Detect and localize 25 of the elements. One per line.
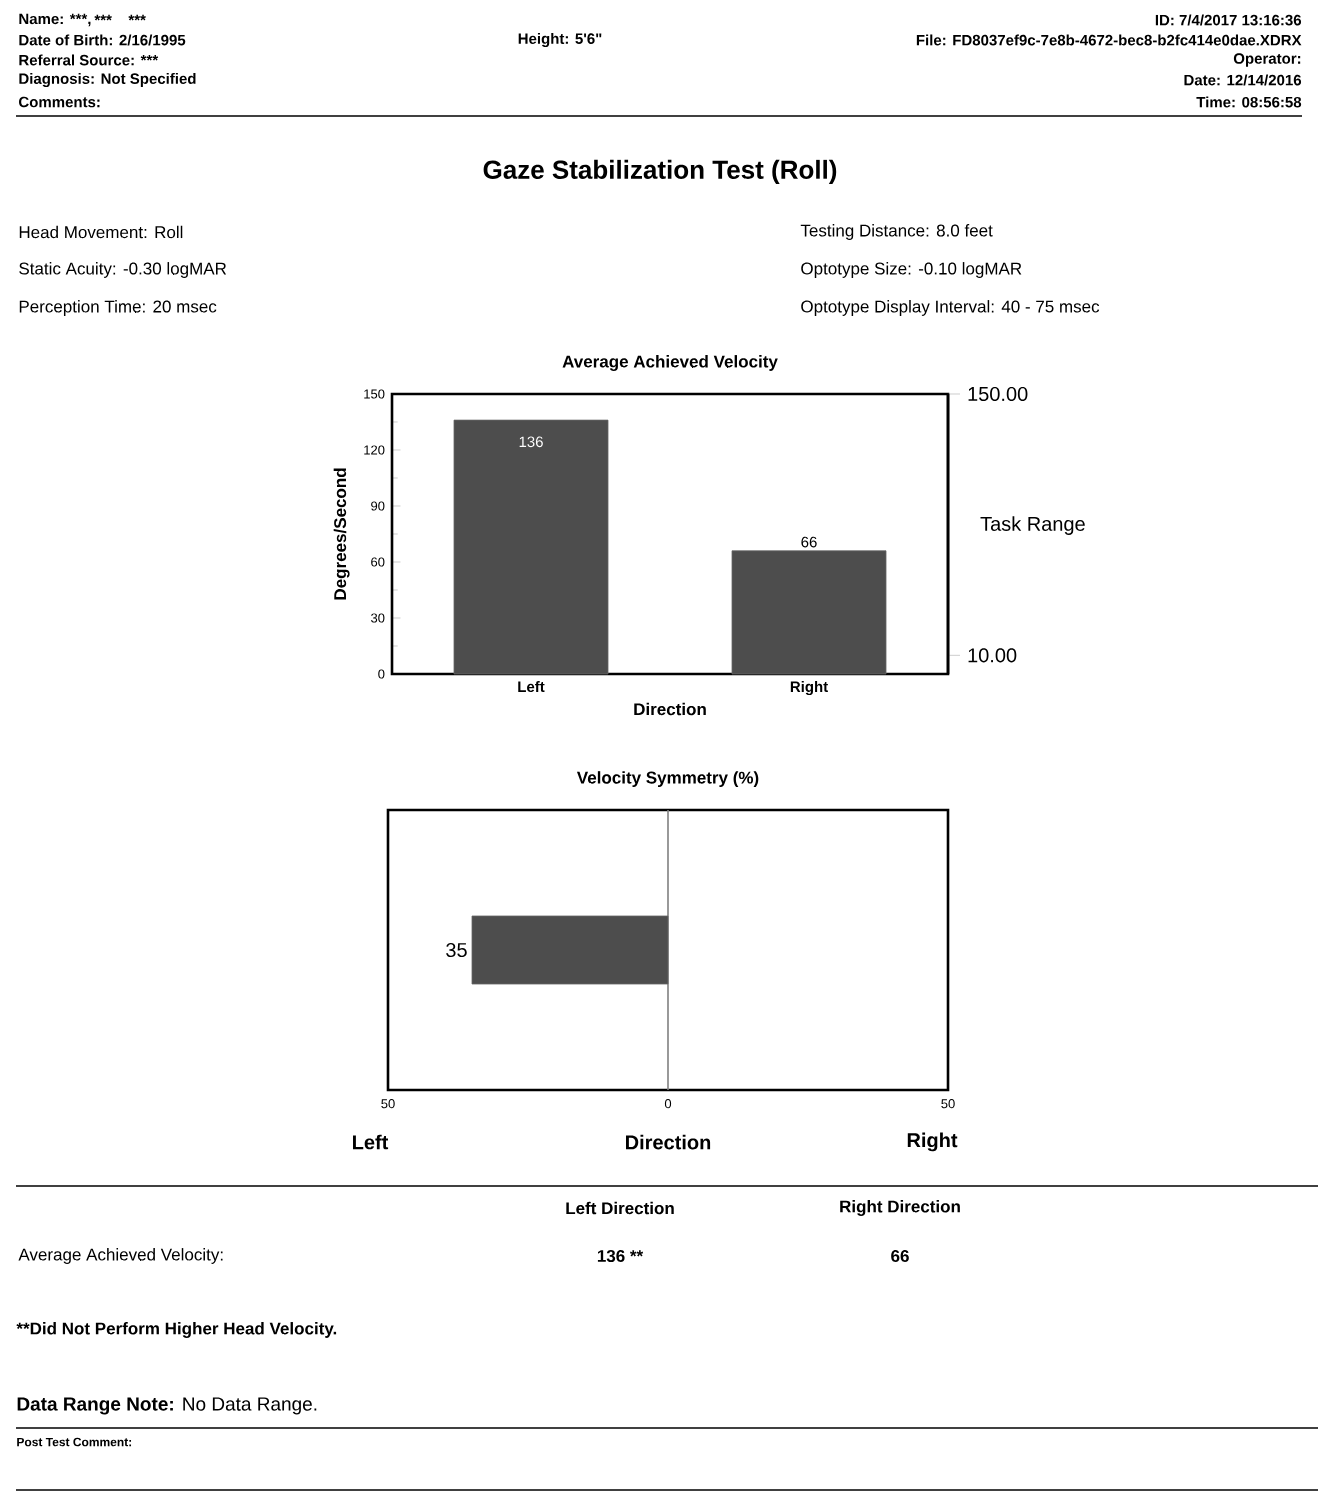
text: Left bbox=[353, 1134, 389, 1150]
text: **Did Not Perform Higher Head Velocity. bbox=[16, 1322, 337, 1338]
text: 136 ** bbox=[597, 1249, 644, 1263]
chart-title: Velocity Symmetry (%) bbox=[576, 771, 759, 788]
text: Data Range Note: No Data Range. bbox=[17, 1397, 317, 1415]
chart-title: Average Achieved Velocity bbox=[562, 355, 778, 371]
text: Average Achieved Velocity: bbox=[18, 1248, 223, 1264]
text: Right bbox=[907, 1132, 958, 1152]
text: Head Movement: Roll bbox=[19, 225, 183, 239]
text: Perception Time: 20 msec bbox=[19, 300, 217, 316]
data-label: 35 bbox=[446, 942, 467, 958]
y2-tick-label: 150.00 bbox=[968, 386, 1028, 402]
text: Testing Distance: 8.0 feet bbox=[800, 224, 993, 240]
text: Optotype Size: -0.10 logMAR bbox=[801, 262, 1022, 278]
y2-axis-title: Task Range bbox=[980, 516, 1085, 535]
x-axis-title: Direction bbox=[626, 1134, 711, 1150]
y-axis-title: Degrees/Second bbox=[333, 468, 350, 600]
text: Right Direction bbox=[840, 1200, 960, 1216]
text: Optotype Display Interval: 40 - 75 msec bbox=[801, 300, 1100, 316]
text: Left Direction bbox=[566, 1201, 674, 1215]
text: Static Acuity: -0.30 logMAR bbox=[19, 262, 227, 278]
text: 66 bbox=[891, 1249, 909, 1262]
text: Gaze Stabilization Test (Roll) bbox=[483, 159, 837, 185]
x-axis-title: Direction bbox=[634, 702, 706, 716]
y2-tick-label: 10.00 bbox=[968, 648, 1017, 663]
